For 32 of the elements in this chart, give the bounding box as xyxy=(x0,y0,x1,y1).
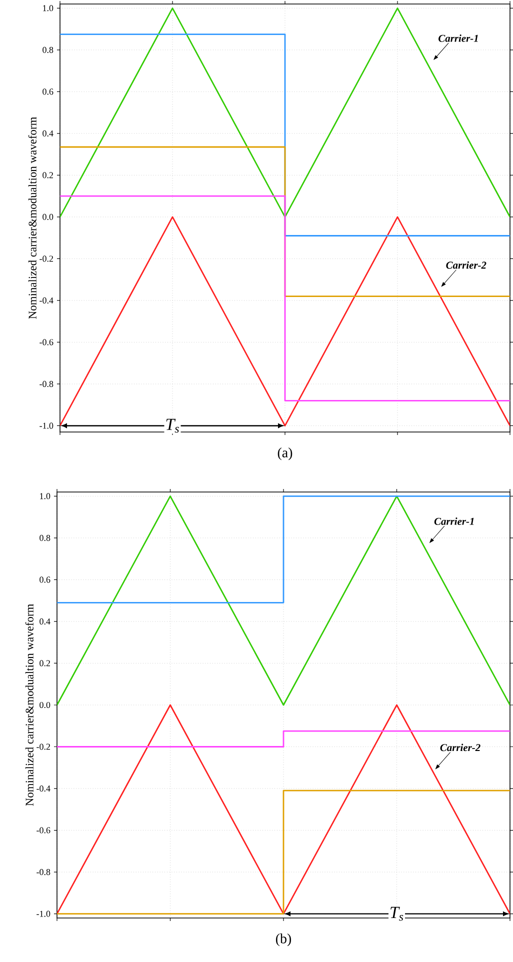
y-tick-label: -1.0 xyxy=(39,422,53,429)
annotation: T$_{s}$ xyxy=(390,906,403,921)
annotation: Carrier-1 xyxy=(438,34,478,42)
y-tick-label: -1.0 xyxy=(36,910,50,917)
annotation: Carrier-2 xyxy=(440,744,480,752)
y-tick-label: -0.8 xyxy=(36,869,50,876)
y-tick-label: 0.6 xyxy=(39,576,50,583)
y-tick-label: -0.2 xyxy=(36,744,50,750)
y-tick-label: 0.4 xyxy=(39,618,50,625)
y-tick-label: -0.4 xyxy=(36,785,50,792)
y-tick-label: 0.6 xyxy=(42,88,54,95)
y-tick-label: 0.0 xyxy=(39,702,50,708)
y-tick-label: 0.0 xyxy=(42,214,53,220)
y-tick-label: 1.0 xyxy=(42,5,53,12)
y-tick-label: -0.6 xyxy=(36,827,50,834)
y-tick-label: 0.8 xyxy=(42,46,53,53)
text: (a) xyxy=(278,448,292,460)
y-axis-title: Nominalized carrier&modualtion waveform xyxy=(28,116,36,319)
annotation: Carrier-1 xyxy=(434,518,474,525)
y-tick-label: -0.8 xyxy=(39,380,53,388)
y-tick-label: -0.2 xyxy=(39,256,53,262)
y-axis-title: Nominalized carrier&modualtion waveform xyxy=(25,604,34,806)
y-tick-label: 0.2 xyxy=(39,660,50,666)
annotation: Carrier-2 xyxy=(446,261,486,269)
y-tick-label: 0.4 xyxy=(42,130,54,136)
y-tick-label: -0.4 xyxy=(39,297,54,304)
y-tick-label: 1.0 xyxy=(40,493,50,500)
y-tick-label: 0.8 xyxy=(39,534,50,541)
y-tick-label: -0.6 xyxy=(39,339,54,346)
y-tick-label: 0.2 xyxy=(42,172,53,178)
text: (b) xyxy=(276,934,291,946)
annotation: T$_{s}$ xyxy=(166,418,179,433)
